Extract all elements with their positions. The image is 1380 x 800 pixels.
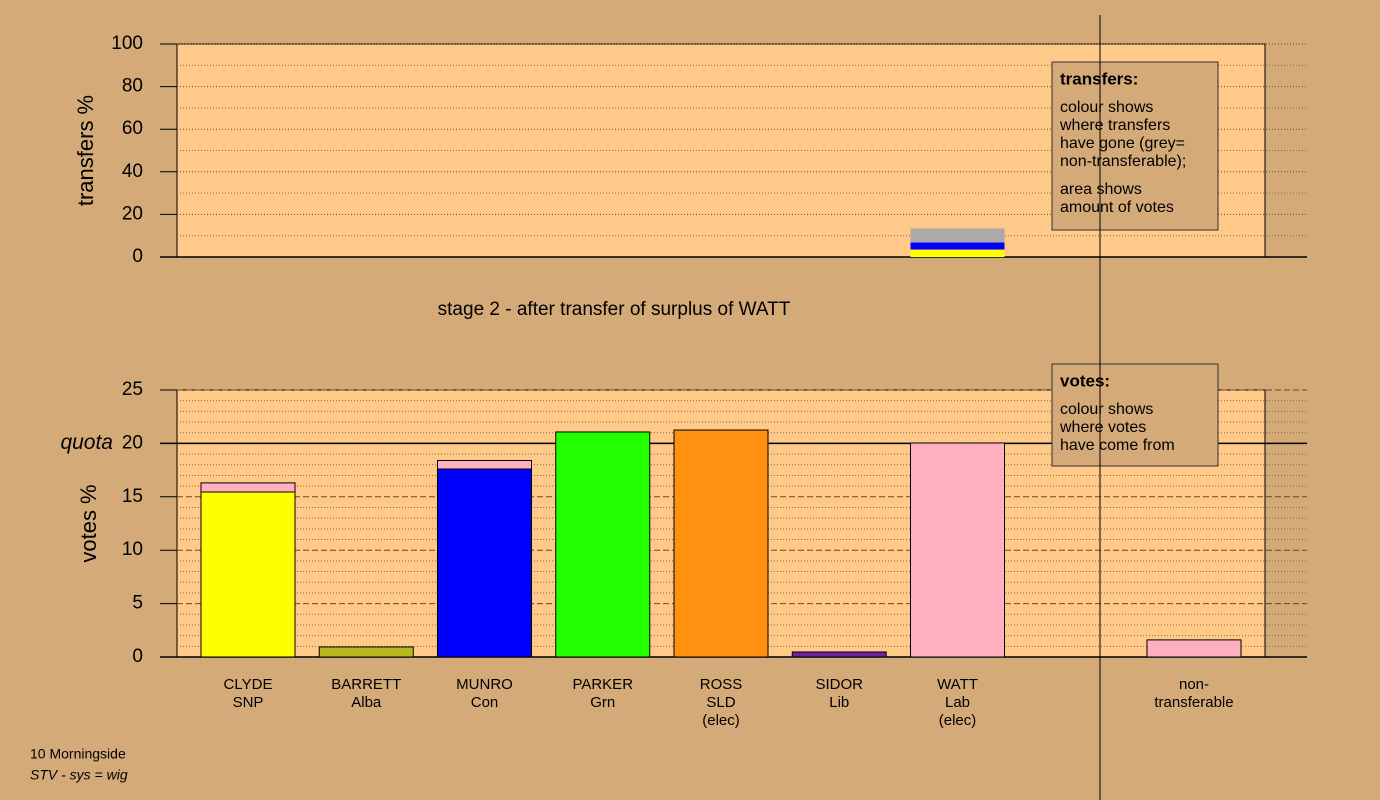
y-tick-label: 80 [122,76,143,97]
quota-label: quota [60,431,113,454]
note-text: colour shows [1060,401,1153,418]
bar-segment [910,249,1005,257]
x-tick-label: non- [1179,676,1209,693]
y-tick-label: 25 [122,379,143,400]
x-tick-label: PARKER [572,676,633,693]
y-tick-label: 0 [132,646,143,667]
bar-segment [555,431,651,658]
x-tick-label: transferable [1154,694,1233,711]
y-tick-label: 20 [122,432,143,453]
y-tick-label: 40 [122,161,143,182]
y-tick-label: 60 [122,118,143,139]
note-text: amount of votes [1060,199,1174,216]
footer-system: STV - sys = wig [30,767,128,783]
x-tick-label: (elec) [939,712,977,729]
stage-caption: stage 2 - after transfer of surplus of W… [438,299,791,320]
x-tick-label: Lib [829,694,849,711]
x-tick-label: Alba [351,694,382,711]
bar-segment [200,491,296,658]
x-tick-label: Con [471,694,499,711]
x-tick-label: SLD [706,694,735,711]
note-title: transfers: [1060,69,1138,88]
x-tick-label: Lab [945,694,970,711]
note-title: votes: [1060,371,1110,390]
note-text: where votes [1059,419,1146,436]
note-text: colour shows [1060,99,1153,116]
y-tick-label: 5 [132,593,143,614]
y-tick-label: 15 [122,486,143,507]
x-tick-label: Grn [590,694,615,711]
y-tick-label: 20 [122,203,143,224]
bar-segment [910,228,1005,243]
x-tick-label: BARRETT [331,676,401,693]
note-text: have gone (grey= [1060,135,1185,152]
bar-segment [318,646,414,658]
x-tick-label: CLYDE [224,676,273,693]
x-tick-label: SNP [233,694,264,711]
x-tick-label: ROSS [700,676,743,693]
note-text: have come from [1060,437,1175,454]
x-tick-label: WATT [937,676,978,693]
y-tick-label: 100 [111,33,143,54]
note-box [1051,363,1219,467]
bar-segment [437,459,532,470]
y-axis-label: votes % [76,484,101,562]
note-text: non-transferable); [1060,153,1186,170]
y-axis-label: transfers % [73,95,98,206]
bar-segment [1146,639,1242,658]
bar-segment [910,242,1005,250]
note-text: area shows [1060,181,1142,198]
bar-segment [910,442,1005,658]
bar-segment [791,651,887,658]
note-text: where transfers [1059,117,1170,134]
footer-place: 10 Morningside [30,746,126,762]
y-tick-label: 10 [122,539,143,560]
y-tick-label: 0 [132,246,143,267]
note-box [1051,61,1219,231]
bar-segment [673,429,769,658]
x-tick-label: MUNRO [456,676,513,693]
x-tick-label: SIDOR [815,676,863,693]
x-tick-label: (elec) [702,712,740,729]
bar-segment [437,468,532,658]
bar-segment [200,482,296,493]
